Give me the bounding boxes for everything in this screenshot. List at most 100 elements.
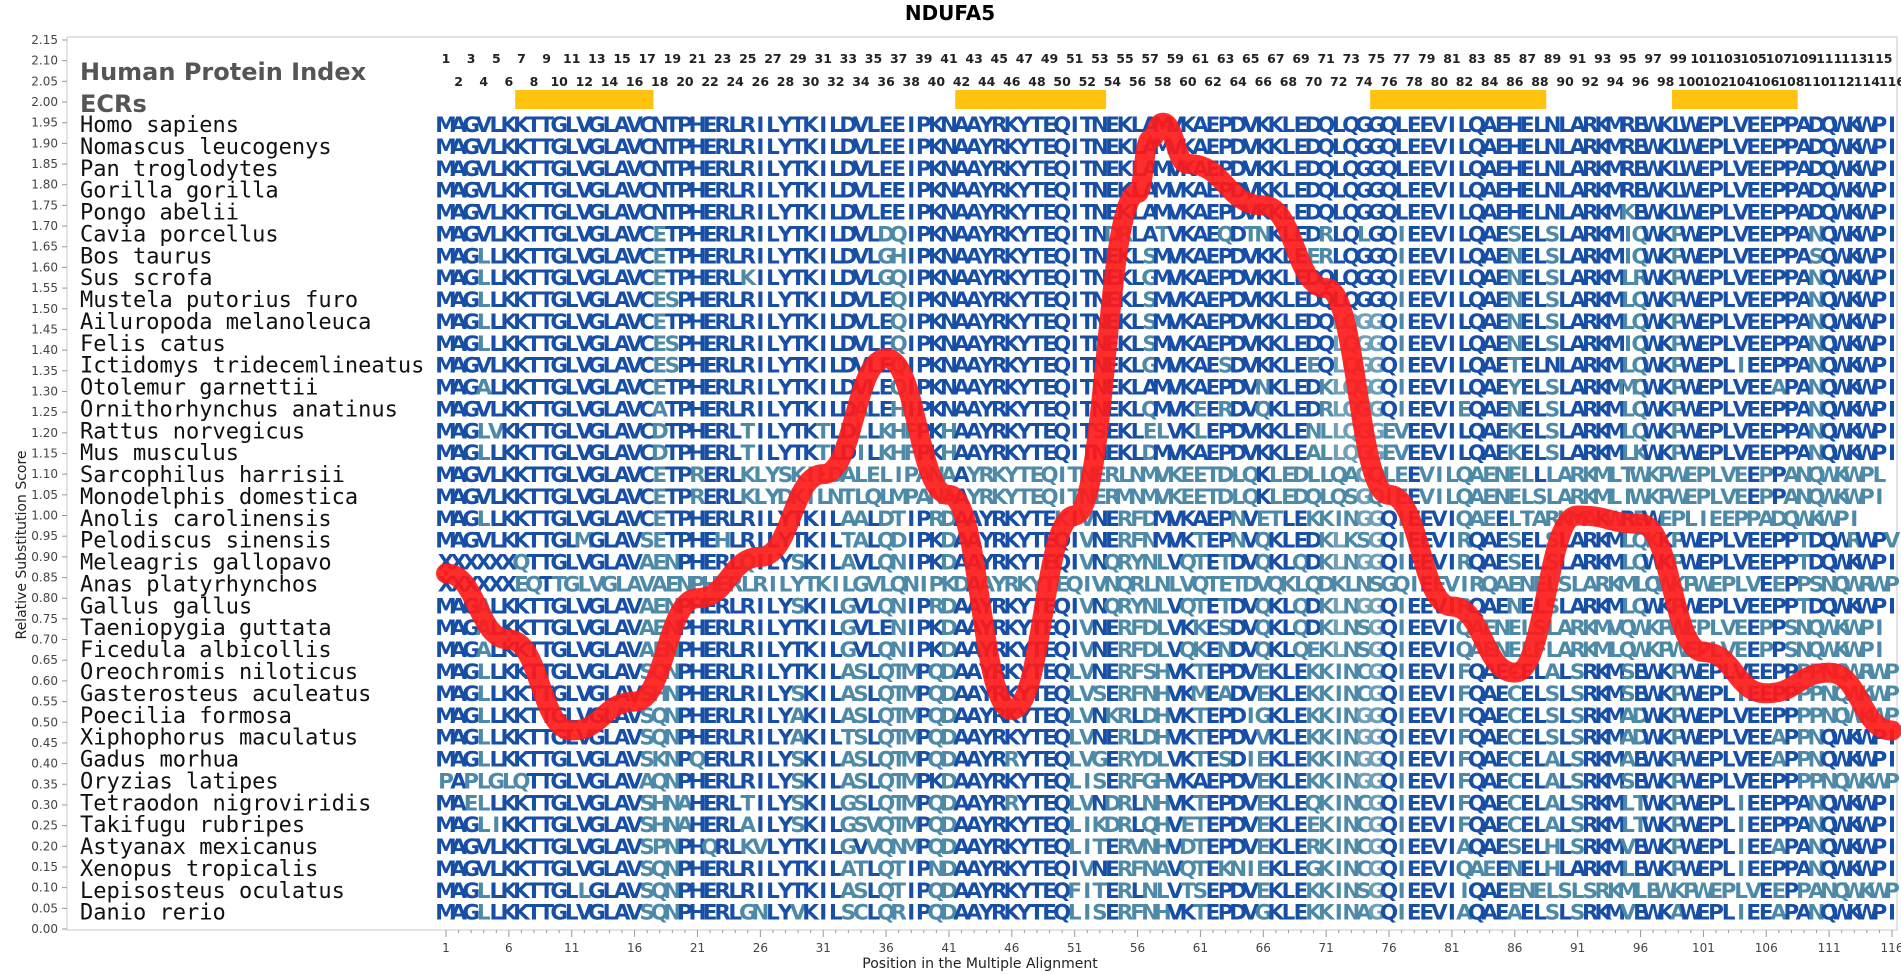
residue: E (703, 201, 718, 226)
human-index-label: 41 (940, 51, 957, 66)
residue: T (791, 201, 806, 226)
score-point (1764, 691, 1769, 696)
residue: E (1294, 201, 1309, 226)
human-index-label: 55 (1116, 51, 1133, 66)
human-index-label: 11 (563, 51, 580, 66)
residue: E (1294, 113, 1309, 138)
human-index-label: 92 (1582, 74, 1599, 89)
human-index-label: 45 (991, 51, 1008, 66)
human-index-label: 116 (1879, 74, 1901, 89)
residue: L (1395, 201, 1409, 226)
residue: L (1332, 179, 1346, 204)
residue: H (688, 113, 706, 138)
human-index-label: 44 (978, 74, 996, 89)
residue: L (766, 244, 780, 269)
y-tick-label: 1.25 (31, 405, 58, 419)
residue: I (819, 244, 827, 269)
score-point (1890, 728, 1894, 733)
y-tick-label: 0.50 (31, 715, 58, 729)
score-point (1261, 203, 1266, 208)
species-label: Pan troglodytes (80, 157, 279, 182)
residue: P (1872, 135, 1888, 160)
residue: A (1192, 244, 1209, 269)
residue: L (1282, 113, 1296, 138)
human-index-label: 46 (1003, 74, 1021, 89)
residue: W (1679, 135, 1703, 160)
human-index-label: 6 (505, 74, 514, 89)
residue: L (565, 135, 579, 160)
x-tick-label: 66 (1256, 941, 1271, 955)
residue: Y (1016, 179, 1033, 204)
residue: Q (1053, 135, 1071, 160)
residue: A (1796, 113, 1813, 138)
residue: K (501, 179, 519, 204)
residue: S (1507, 222, 1523, 247)
residue: Q (1342, 157, 1360, 182)
residue: I (1448, 135, 1456, 160)
residue: L (867, 113, 881, 138)
human-index-label: 100 (1678, 74, 1704, 89)
residue: W (1679, 244, 1703, 269)
residue: W (1855, 135, 1879, 160)
residue: L (728, 222, 742, 247)
residue: I (819, 135, 827, 160)
residue: R (739, 244, 756, 269)
residue: I (1398, 244, 1406, 269)
ecr-regions (515, 90, 1798, 109)
residue: P (677, 222, 693, 247)
residue: L (1722, 135, 1736, 160)
residue: I (756, 201, 764, 226)
residue: V (1431, 901, 1448, 926)
residue: M (435, 244, 456, 269)
residue: P (677, 201, 693, 226)
residue: E (1696, 222, 1711, 247)
residue: R (1582, 244, 1599, 269)
residue: T (665, 244, 680, 269)
residue: H (688, 179, 706, 204)
residue: D (1229, 222, 1247, 247)
residue: I (1071, 135, 1079, 160)
species-label: Ficedula albicollis (80, 638, 332, 663)
residue: T (1030, 244, 1045, 269)
residue: P (1218, 244, 1234, 269)
residue: T (665, 135, 680, 160)
residue: I (1398, 222, 1406, 247)
residue: D (839, 179, 857, 204)
residue: P (1771, 135, 1787, 160)
residue: A (953, 244, 970, 269)
human-index-label: 43 (965, 51, 982, 66)
residue: K (501, 244, 519, 269)
species-label: Ictidomys tridecemlineatus (80, 354, 424, 379)
residue: M (1605, 244, 1626, 269)
residue: A (953, 135, 970, 160)
residue: L (1332, 157, 1346, 182)
residue: N (940, 179, 958, 204)
residue: L (1558, 113, 1572, 138)
residue: I (819, 222, 827, 247)
residue: A (953, 113, 970, 138)
x-tick-label: 6 (505, 941, 513, 955)
residue: L (489, 201, 503, 226)
residue: A (966, 222, 983, 247)
residue: D (839, 244, 857, 269)
residue: A (953, 222, 970, 247)
residue: L (1558, 201, 1572, 226)
residue: G (588, 201, 606, 226)
human-index-label: 60 (1179, 74, 1197, 89)
residue: K (1003, 179, 1021, 204)
residue: E (1407, 135, 1422, 160)
residue: K (1846, 222, 1864, 247)
residue: E (1495, 135, 1510, 160)
human-index-label: 54 (1104, 74, 1122, 89)
residue: Q (1380, 201, 1398, 226)
residue: E (1206, 201, 1221, 226)
residue: M (435, 135, 456, 160)
residue: N (1544, 179, 1562, 204)
residue: P (1872, 222, 1888, 247)
residue: R (1318, 222, 1335, 247)
residue: P (916, 179, 932, 204)
residue: L (1533, 179, 1547, 204)
residue: G (550, 222, 568, 247)
